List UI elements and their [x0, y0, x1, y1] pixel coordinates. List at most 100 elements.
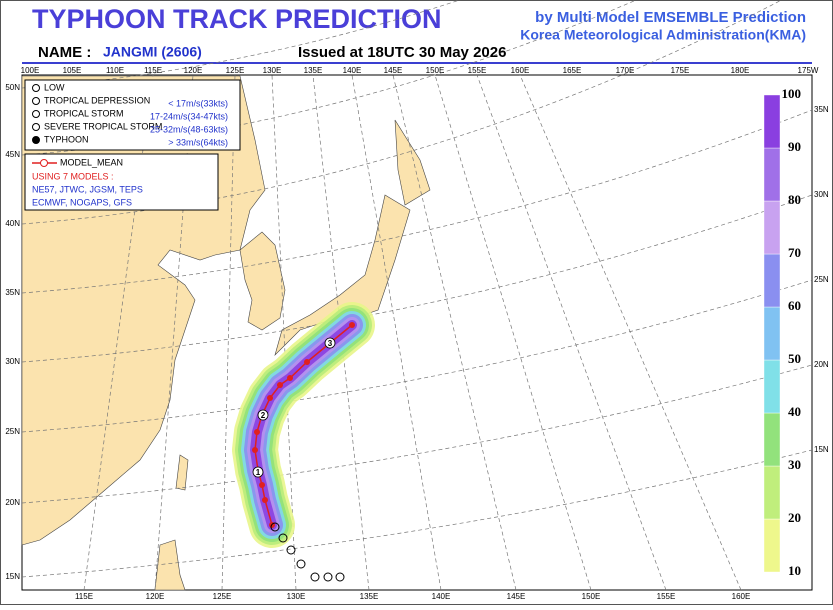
model-legend: MODEL_MEAN USING 7 MODELS : NE57, JTWC, … — [24, 153, 219, 211]
colorbar-segment — [763, 200, 781, 255]
legend-label: MODEL_MEAN — [60, 157, 123, 167]
mean-track-point — [254, 429, 260, 435]
past-position — [310, 572, 320, 582]
past-position — [278, 533, 288, 543]
lon-label: 130E — [263, 66, 282, 75]
parallel — [21, 109, 813, 294]
intensity-legend: LOW TROPICAL DEPRESSION < 17m/s(33kts) TROP… — [24, 79, 241, 151]
day-label: 1 — [256, 468, 261, 477]
mean-track-point — [349, 322, 355, 328]
name-label: NAME : — [38, 44, 91, 61]
colorbar: 10 20 30 40 50 60 70 80 90 100 — [763, 86, 802, 578]
parallel — [21, 0, 783, 225]
meridian — [476, 74, 667, 591]
colorbar-label: 20 — [788, 510, 801, 525]
day-marker — [324, 337, 336, 349]
past-position — [286, 545, 296, 555]
lon-label: 140E — [432, 592, 451, 601]
legend-label: TYPHOON — [44, 134, 89, 144]
legend-label: NE57, JTWC, JGSM, TEPS — [32, 184, 143, 194]
day-label: 3 — [328, 339, 333, 348]
lon-label: 145E — [507, 592, 526, 601]
colorbar-label: 90 — [788, 139, 801, 154]
legend-range: > 33m/s(64kts) — [168, 137, 228, 147]
title: TYPHOON TRACK PREDICTION — [32, 4, 442, 34]
lon-label: 170E — [616, 66, 635, 75]
lat-label: 15N — [814, 445, 829, 454]
intensity-symbol — [32, 123, 40, 131]
lon-label: 165E — [563, 66, 582, 75]
day-marker — [252, 466, 264, 478]
mean-track-point — [262, 497, 268, 503]
lat-label: 20N — [5, 498, 20, 507]
meridian — [519, 74, 742, 591]
past-position — [323, 572, 333, 582]
lat-label: 25N — [5, 427, 20, 436]
lon-label: 110E — [106, 66, 124, 75]
lon-label: 160E — [511, 66, 530, 75]
lon-label: 125E — [213, 592, 232, 601]
intensity-symbol — [32, 97, 40, 105]
legend-range: 17-24m/s(34-47kts) — [150, 111, 228, 121]
lon-label: 120E — [184, 66, 203, 75]
lon-label: 175W — [798, 66, 819, 75]
legend-range: 25-32m/s(48-63kts) — [150, 124, 228, 134]
lon-label: 115E — [144, 66, 162, 75]
parallel — [21, 0, 461, 89]
mean-track-point — [304, 359, 310, 365]
colorbar-segment — [763, 306, 781, 361]
legend-label: TROPICAL DEPRESSION — [44, 95, 150, 105]
mean-marker-sample — [40, 159, 48, 167]
lon-label: 135E — [304, 66, 323, 75]
lon-label: 115E — [75, 592, 93, 601]
colorbar-segment — [763, 253, 781, 308]
parallel — [21, 364, 813, 504]
lat-label: 50N — [5, 83, 20, 92]
lon-label: 130E — [287, 592, 306, 601]
legend-label: ECMWF, NOGAPS, GFS — [32, 197, 132, 207]
meridian — [392, 74, 517, 591]
issued-time: Issued at 18UTC 30 May 2026 — [298, 44, 506, 61]
lat-label: 15N — [5, 572, 20, 581]
colorbar-segment — [763, 465, 781, 520]
lat-label: 35N — [5, 288, 20, 297]
lat-label: 20N — [814, 360, 829, 369]
colorbar-label: 40 — [788, 404, 801, 419]
meridian — [351, 74, 442, 591]
intensity-symbol — [32, 110, 40, 118]
colorbar-segment — [763, 147, 781, 202]
past-position — [296, 559, 306, 569]
colorbar-label: 100 — [782, 86, 802, 101]
day-marker — [257, 409, 269, 421]
colorbar-label: 50 — [788, 351, 801, 366]
parallel — [21, 279, 813, 433]
past-position — [270, 522, 280, 532]
mean-track-point — [252, 447, 258, 453]
lon-label: 150E — [426, 66, 445, 75]
colorbar-segment — [763, 412, 781, 467]
land-korea — [239, 231, 286, 331]
colorbar-segment — [763, 359, 781, 414]
lon-label: 145E — [384, 66, 403, 75]
meridian — [271, 74, 297, 591]
lon-label: 140E — [343, 66, 362, 75]
legend-label: TROPICAL STORM — [44, 108, 124, 118]
legend-label: USING 7 MODELS : — [32, 171, 114, 181]
colorbar-label: 30 — [788, 457, 801, 472]
lat-label: 45N — [5, 150, 20, 159]
lat-label: 25N — [814, 275, 829, 284]
lon-label: 100E — [21, 66, 40, 75]
lat-label: 30N — [5, 357, 20, 366]
subtitle: Korea Meteorological Administration(KMA) — [520, 27, 806, 43]
meridian — [83, 74, 154, 591]
land-japan — [274, 194, 411, 357]
mean-track-point — [267, 395, 273, 401]
lat-label: 35N — [814, 105, 829, 114]
day-label: 2 — [261, 411, 266, 420]
intensity-symbol — [32, 136, 40, 144]
mean-track-point — [287, 375, 293, 381]
land-taiwan — [175, 454, 189, 491]
colorbar-segment — [763, 518, 781, 573]
legend-box — [24, 153, 219, 211]
